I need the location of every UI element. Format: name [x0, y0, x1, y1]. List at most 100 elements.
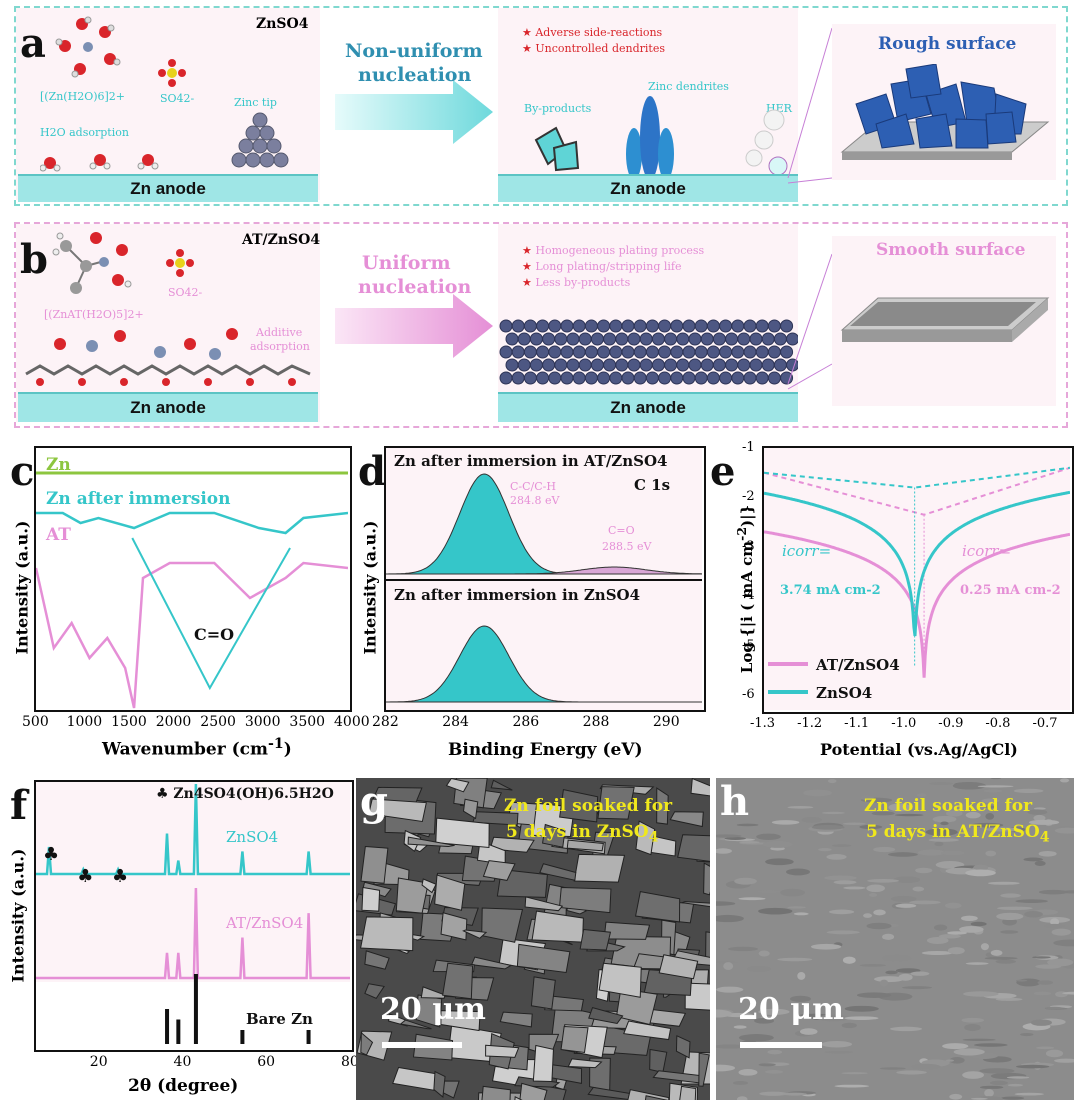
chart-d-xlabel: Binding Energy (eV) — [448, 740, 643, 760]
sem-texture-mark — [801, 816, 823, 823]
chart-f-xlabel: 2θ (degree) — [128, 1076, 239, 1096]
sem-texture-mark — [1023, 857, 1043, 862]
legend-label-at: AT/ZnSO4 — [815, 656, 900, 674]
xrd-label-bare-zn: Bare Zn — [246, 1010, 313, 1028]
sem-texture-mark — [797, 972, 806, 980]
sem-texture-mark — [803, 789, 832, 797]
sem-flake — [360, 916, 414, 952]
sem-flake — [588, 1007, 624, 1025]
sem-flake — [514, 1095, 523, 1100]
sem-texture-mark — [916, 793, 927, 798]
sem-texture-mark — [1062, 991, 1074, 995]
sem-flake — [364, 983, 385, 999]
sem-texture-mark — [782, 1092, 807, 1096]
uniform-zinc-layer-icon — [499, 319, 798, 385]
sem-texture-mark — [888, 852, 918, 857]
sem-flake — [531, 910, 584, 943]
sem-flake — [490, 779, 513, 791]
x-tick-label: -0.8 — [985, 716, 1011, 731]
sem-texture-mark — [1043, 923, 1066, 929]
sem-texture-mark — [821, 811, 845, 815]
sem-texture-mark — [990, 949, 1003, 956]
chart-e-xlabel: Potential (vs.Ag/AgCl) — [820, 740, 1018, 759]
sem-texture-mark — [895, 903, 917, 908]
sem-flake — [635, 820, 656, 856]
sem-texture-mark — [1033, 807, 1046, 810]
sem-image-g: g Zn foil soaked for 5 days in ZnSO4 20 … — [356, 778, 710, 1100]
rough-sem-texture — [356, 778, 710, 1100]
x-tick-label: 20 — [89, 1054, 108, 1070]
sem-texture-mark — [979, 1068, 1015, 1074]
sem-texture-mark — [1035, 964, 1062, 969]
sem-texture-mark — [716, 1009, 733, 1018]
tafel-fit-lines — [764, 466, 1070, 489]
panel-label-f: f — [10, 782, 28, 829]
sem-flake — [539, 863, 577, 881]
legend-label-znso4: ZnSO4 — [816, 684, 872, 702]
sem-texture-mark — [1037, 980, 1053, 985]
sem-texture-mark — [983, 789, 1003, 793]
rough-surface-label: Rough surface — [878, 34, 1017, 54]
sem-texture-mark — [996, 912, 1024, 921]
sem-texture-mark — [945, 810, 963, 817]
xps-peak-ccch-bottom — [386, 625, 702, 703]
xps-top-tag: C 1s — [634, 476, 670, 494]
sem-texture-mark — [873, 846, 896, 853]
sem-texture-mark — [965, 962, 989, 965]
additive-label-2: adsorption — [250, 340, 310, 353]
sem-texture-mark — [1034, 860, 1046, 866]
sem-texture-mark — [980, 943, 989, 951]
sem-texture-mark — [1051, 928, 1072, 936]
sem-texture-mark — [871, 811, 895, 816]
sem-texture-mark — [885, 970, 898, 975]
sem-texture-mark — [949, 1056, 965, 1064]
sem-texture-mark — [987, 881, 1020, 885]
sem-texture-mark — [898, 973, 913, 981]
sem-texture-mark — [787, 906, 806, 909]
sem-texture-mark — [1020, 1032, 1034, 1037]
sem-texture-mark — [756, 890, 781, 894]
sem-flake — [603, 921, 651, 940]
sem-texture-mark — [945, 902, 962, 909]
sem-flake — [470, 956, 513, 970]
ftir-line-at — [36, 561, 348, 709]
xrd-bg — [36, 782, 350, 982]
sem-flake — [573, 853, 626, 883]
sem-texture-mark — [1054, 1058, 1074, 1063]
water-molecules — [55, 16, 121, 78]
sem-texture-mark — [915, 867, 933, 874]
sem-texture-mark — [760, 1015, 773, 1019]
sem-texture-mark — [985, 812, 995, 820]
sem-texture-mark — [758, 1008, 790, 1015]
sem-texture-mark — [947, 931, 967, 935]
sem-texture-mark — [938, 934, 961, 939]
sem-texture-mark — [1014, 1092, 1045, 1096]
panel-label-c: c — [10, 448, 35, 495]
xrd-pattern-at-znso4 — [36, 887, 350, 980]
sem-h-caption-2: 5 days in AT/ZnSO4 — [866, 822, 1050, 846]
series-label-zn: Zn — [46, 455, 71, 475]
xrd-label-at: AT/ZnSO4 — [225, 914, 303, 932]
sem-texture-mark — [756, 833, 781, 841]
sem-flake — [677, 834, 710, 862]
sem-texture-mark — [964, 1024, 981, 1032]
x-tick-label: 288 — [582, 714, 610, 730]
sem-texture-mark — [810, 943, 842, 950]
sem-flake — [364, 950, 390, 970]
xps-peak-co-top — [386, 566, 702, 575]
sem-flake — [481, 1085, 511, 1100]
sem-flake — [472, 811, 519, 826]
panel-label-g: g — [360, 778, 388, 825]
sem-texture-mark — [716, 901, 736, 906]
x-tick-label: -1.0 — [891, 716, 917, 731]
sem-texture-mark — [758, 907, 793, 915]
arrow-icon — [335, 80, 493, 144]
sem-texture-mark — [827, 778, 837, 784]
zinc-atom — [780, 319, 794, 333]
sem-texture-mark — [765, 858, 794, 866]
zinc-atom — [780, 345, 794, 359]
sem-texture-mark — [831, 844, 852, 847]
peak1-label-2: 284.8 eV — [510, 494, 560, 507]
byproducts-label: By-products — [524, 102, 592, 115]
additive-label-1: Additive — [256, 326, 303, 339]
